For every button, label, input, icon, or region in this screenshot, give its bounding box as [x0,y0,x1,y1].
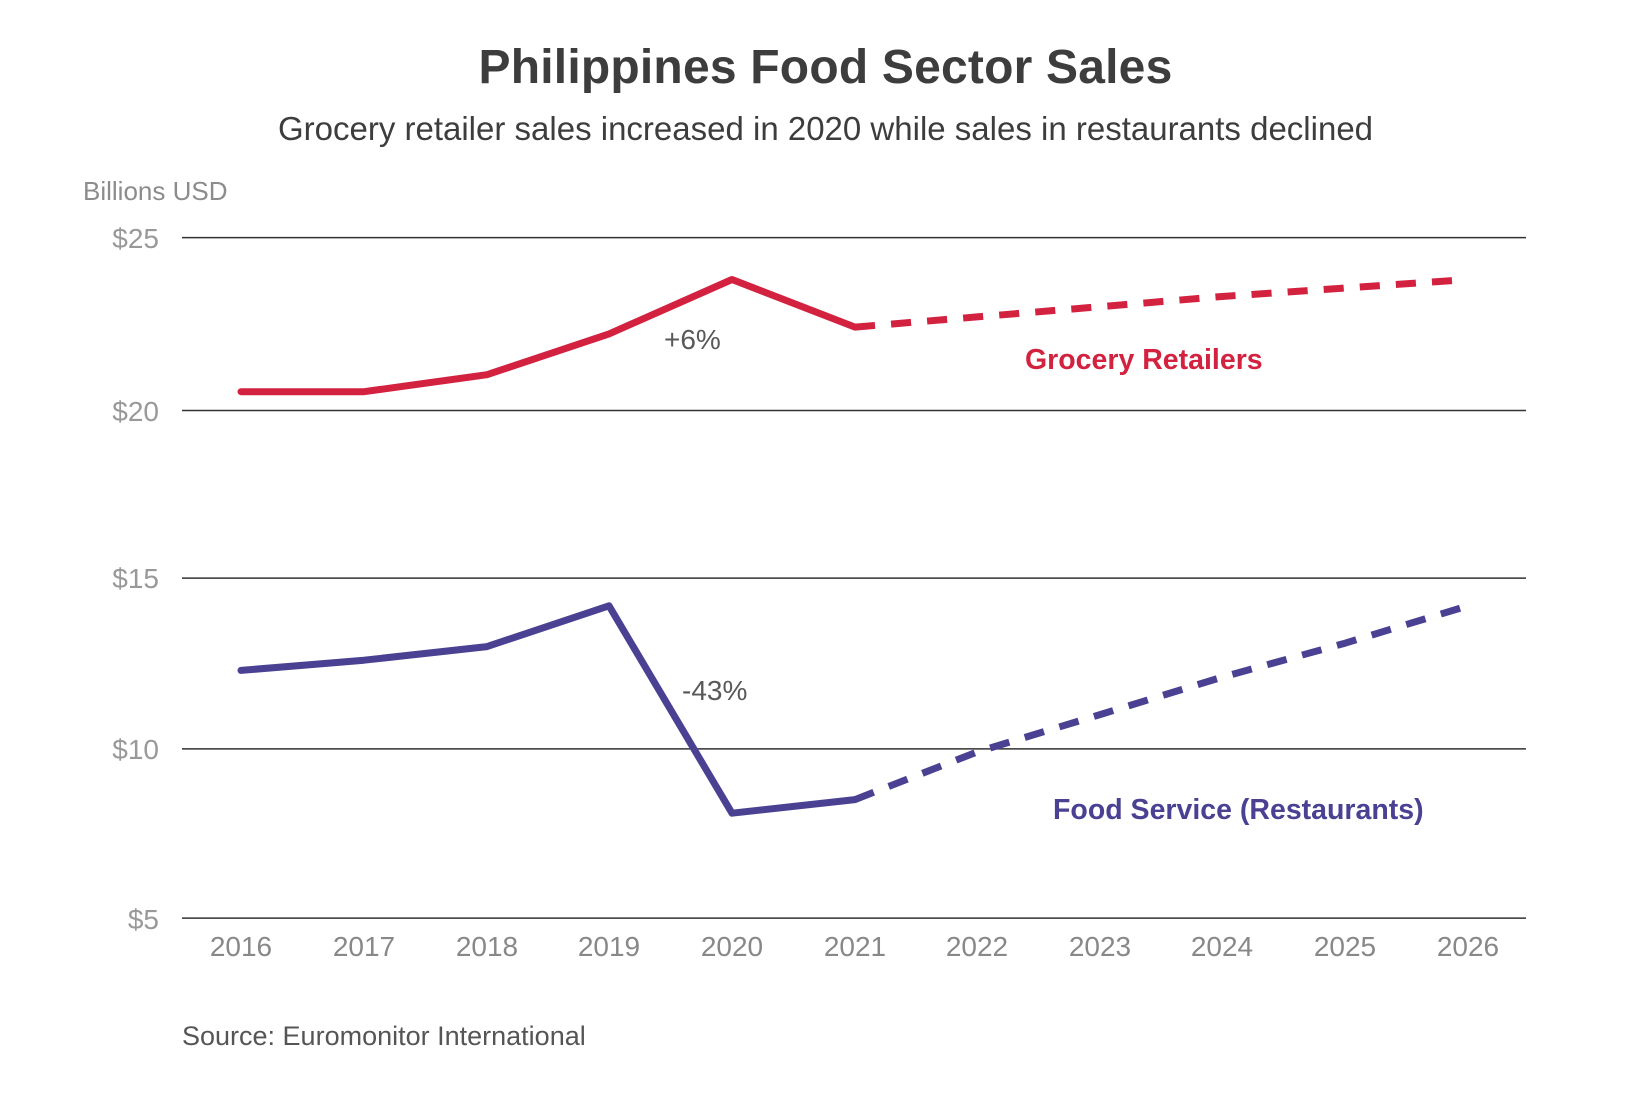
svg-text:$5: $5 [128,904,159,935]
svg-text:2025: 2025 [1314,931,1376,962]
svg-text:$25: $25 [112,223,159,254]
svg-text:$20: $20 [112,396,159,427]
svg-text:2021: 2021 [824,931,886,962]
svg-text:2017: 2017 [333,931,395,962]
svg-text:2018: 2018 [456,931,518,962]
svg-text:2022: 2022 [946,931,1008,962]
svg-text:$10: $10 [112,734,159,765]
svg-text:2026: 2026 [1437,931,1499,962]
svg-text:2020: 2020 [701,931,763,962]
svg-text:-43%: -43% [682,675,747,706]
svg-text:2024: 2024 [1191,931,1253,962]
svg-text:2019: 2019 [578,931,640,962]
svg-text:$15: $15 [112,563,159,594]
svg-text:2023: 2023 [1069,931,1131,962]
svg-text:Food Service (Restaurants): Food Service (Restaurants) [1053,794,1424,826]
svg-text:Grocery Retailers: Grocery Retailers [1025,344,1263,376]
svg-text:+6%: +6% [664,324,721,355]
svg-text:2016: 2016 [210,931,272,962]
